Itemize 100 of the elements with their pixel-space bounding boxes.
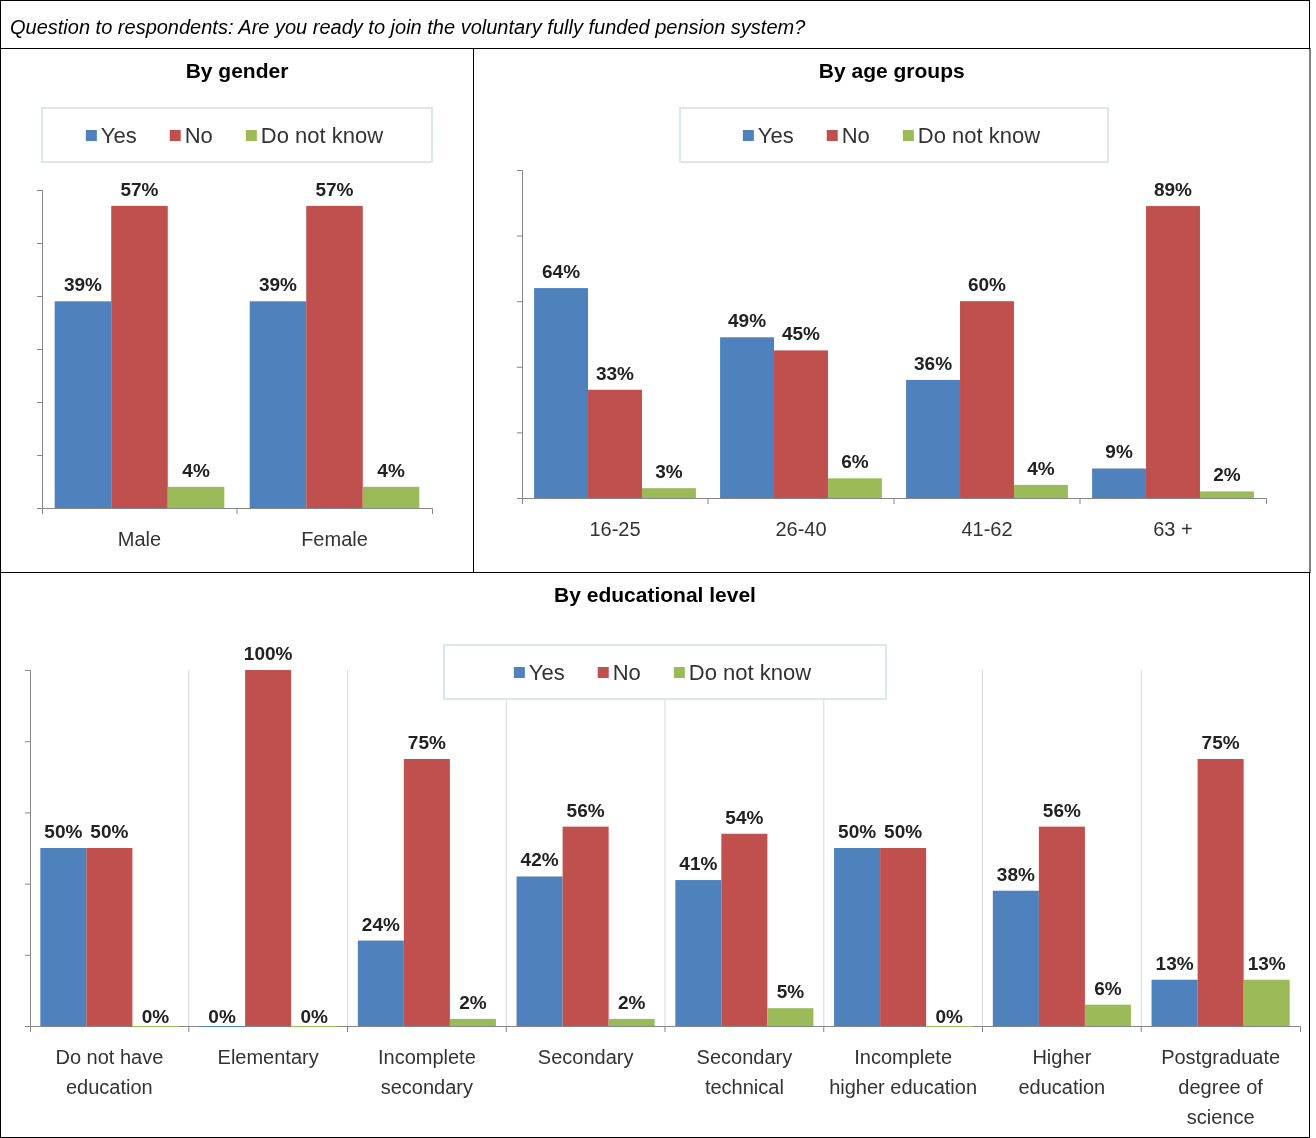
bar	[403, 759, 450, 1026]
bar	[720, 337, 775, 498]
bar	[880, 848, 927, 1026]
data-label: 54%	[725, 806, 764, 828]
x-tick-label: 16-25	[589, 518, 641, 540]
legend-label: Yes	[757, 123, 794, 148]
x-tick-label: Do not have education	[55, 1046, 164, 1098]
data-label: 56%	[566, 799, 605, 821]
bar	[1013, 484, 1068, 498]
bar	[449, 1018, 496, 1026]
data-label: 57%	[315, 178, 354, 200]
bar	[1038, 826, 1085, 1026]
data-label: 50%	[90, 821, 129, 842]
bar	[534, 288, 589, 498]
data-label: 60%	[967, 274, 1007, 296]
legend-label: Do not know	[688, 660, 812, 685]
data-label: 2%	[1213, 464, 1241, 486]
data-label: 3%	[655, 461, 683, 483]
bar	[1084, 1004, 1131, 1026]
bar	[767, 1008, 814, 1026]
data-label: 100%	[243, 643, 293, 664]
x-tick-label: Elementary	[217, 1046, 319, 1068]
data-label: 0%	[300, 1006, 328, 1027]
x-tick-label: Postgraduate degree of science	[1161, 1046, 1281, 1128]
data-label: 33%	[595, 362, 635, 384]
bar	[1197, 759, 1244, 1026]
x-tick-label: 41-62	[961, 518, 1013, 540]
x-tick-label: Female	[301, 528, 368, 550]
bar	[774, 350, 828, 498]
data-label: 5%	[776, 981, 805, 1003]
data-label: 38%	[996, 863, 1035, 885]
chart-title: By educational level	[554, 582, 756, 606]
data-label: 64%	[542, 261, 581, 283]
bar	[588, 389, 642, 498]
legend-label: Yes	[100, 123, 137, 148]
data-label: 4%	[1027, 457, 1055, 479]
x-tick-label: 63 +	[1153, 518, 1193, 540]
bar	[516, 876, 563, 1026]
data-label: 41%	[679, 853, 718, 875]
legend-label: Yes	[528, 660, 565, 685]
data-label: 2%	[459, 991, 487, 1013]
text: Question to respondents: Are you ready to join the voluntary fully funded pension system?	[10, 16, 807, 38]
chart-title: By gender	[185, 58, 289, 82]
data-label: 39%	[258, 274, 298, 296]
bar	[40, 848, 87, 1026]
legend-label: Do not know	[260, 123, 384, 148]
bar	[641, 488, 696, 498]
data-label: 45%	[781, 323, 821, 345]
bar	[357, 940, 404, 1026]
chart-title: By age groups	[818, 58, 965, 82]
data-label: 9%	[1105, 441, 1133, 463]
bar	[906, 379, 961, 498]
bar	[1092, 468, 1147, 498]
x-tick-label: Male	[117, 528, 162, 550]
data-label: 13%	[1155, 952, 1194, 974]
data-label: 56%	[1042, 799, 1081, 821]
data-label: 50%	[44, 821, 83, 842]
legend-label: No	[612, 660, 641, 685]
data-label: 0%	[208, 1006, 236, 1027]
bar	[721, 833, 768, 1026]
legend-label: Do not know	[917, 123, 1041, 148]
data-label: 57%	[120, 178, 159, 200]
data-label: 13%	[1247, 952, 1286, 974]
data-label: 4%	[182, 459, 210, 481]
legend-label: No	[841, 123, 870, 148]
data-label: 2%	[617, 991, 646, 1013]
data-label: 39%	[63, 274, 103, 296]
data-label: 6%	[841, 451, 869, 473]
legend-label: No	[184, 123, 213, 148]
x-tick-label: Incomplete higher education	[829, 1046, 978, 1098]
bar	[245, 670, 292, 1026]
bar	[827, 478, 882, 498]
bar	[1199, 491, 1254, 498]
data-label: 0%	[935, 1006, 963, 1027]
data-label: 75%	[1201, 732, 1240, 753]
x-tick-label: Incomplete secondary	[377, 1046, 476, 1098]
data-label: 50%	[884, 821, 923, 842]
bar	[960, 301, 1014, 498]
data-label: 50%	[838, 821, 877, 842]
x-tick-label: Secondary	[537, 1046, 634, 1068]
data-label: 6%	[1094, 977, 1122, 999]
data-label: 4%	[377, 459, 405, 481]
bar	[1151, 979, 1198, 1026]
data-label: 0%	[141, 1006, 170, 1027]
bar	[608, 1018, 655, 1026]
data-label: 24%	[361, 913, 400, 935]
data-label: 89%	[1153, 179, 1193, 201]
data-label: 49%	[728, 310, 767, 332]
data-label: 36%	[914, 352, 953, 374]
bar	[675, 880, 722, 1026]
data-label: 42%	[520, 849, 559, 871]
bar	[834, 848, 881, 1026]
x-tick-label: Secondary technical	[696, 1046, 793, 1098]
data-label: 75%	[407, 732, 446, 753]
bar	[86, 848, 133, 1026]
x-tick-label: Higher education	[1018, 1046, 1106, 1098]
bar	[1146, 206, 1200, 498]
bar	[1243, 979, 1290, 1026]
bar	[992, 890, 1039, 1026]
bar	[562, 826, 609, 1026]
